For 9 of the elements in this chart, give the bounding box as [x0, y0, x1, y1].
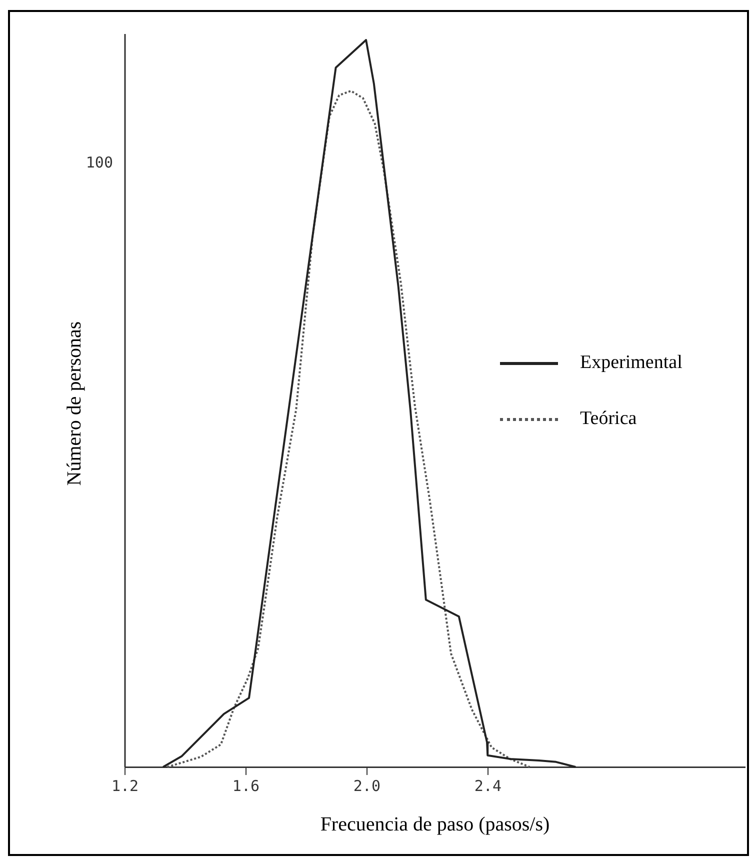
text: 100 — [86, 153, 113, 172]
x-tick-label: 1.6 — [232, 776, 260, 795]
x-axis-title: Frecuencia de paso (pasos/s) — [320, 813, 550, 836]
legend-label: Experimental — [580, 352, 682, 374]
x-tick-label: 2.0 — [353, 776, 380, 795]
legend-label: Teórica — [580, 408, 637, 430]
x-tick-label: 1.2 — [111, 776, 139, 795]
y-axis-title: Número de personas — [63, 321, 86, 486]
x-tick-label: 2.4 — [474, 776, 502, 795]
